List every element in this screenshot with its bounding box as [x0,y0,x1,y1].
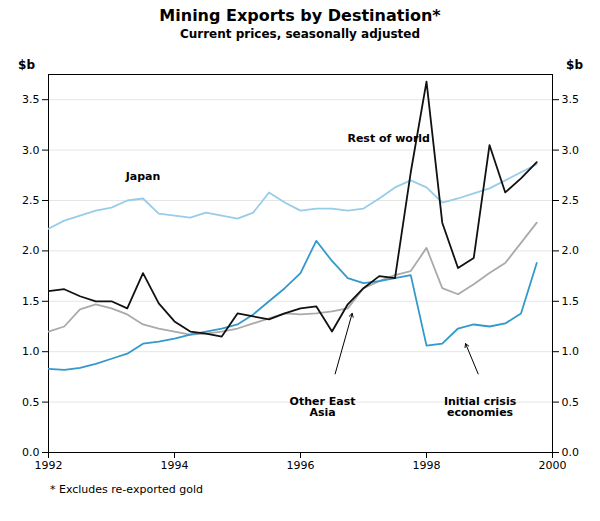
svg-text:Japan: Japan [125,170,161,183]
svg-text:Rest of world: Rest of world [347,132,430,145]
html-text:* Excludes re-exported gold: * Excludes re-exported gold [50,483,203,496]
svg-text:1992: 1992 [35,459,63,472]
svg-text:Other EastAsia: Other EastAsia [290,395,356,419]
svg-text:3.0: 3.0 [562,144,580,157]
svg-text:3.5: 3.5 [562,93,580,106]
svg-text:$b: $b [18,58,35,72]
html-text:Mining Exports by Destination*: Mining Exports by Destination* [159,6,441,25]
svg-text:2.0: 2.0 [562,244,580,257]
svg-text:2.5: 2.5 [22,194,40,207]
html-text:Current prices, seasonally adj: Current prices, seasonally adjusted [179,27,421,41]
svg-text:1998: 1998 [413,459,441,472]
svg-text:0.5: 0.5 [22,396,40,409]
svg-text:0.0: 0.0 [562,446,580,459]
svg-text:3.5: 3.5 [22,93,40,106]
svg-text:1994: 1994 [161,459,189,472]
svg-text:1.0: 1.0 [562,345,580,358]
svg-text:Initial crisiseconomies: Initial crisiseconomies [444,395,517,419]
svg-text:1.5: 1.5 [562,295,580,308]
svg-text:1996: 1996 [287,459,315,472]
svg-text:2.0: 2.0 [22,244,40,257]
svg-text:$b: $b [566,58,583,72]
svg-text:0.0: 0.0 [22,446,40,459]
svg-text:2000: 2000 [539,459,567,472]
svg-text:3.0: 3.0 [22,144,40,157]
svg-text:1.5: 1.5 [22,295,40,308]
svg-text:2.5: 2.5 [562,194,580,207]
svg-text:0.5: 0.5 [562,396,580,409]
svg-text:1.0: 1.0 [22,345,40,358]
